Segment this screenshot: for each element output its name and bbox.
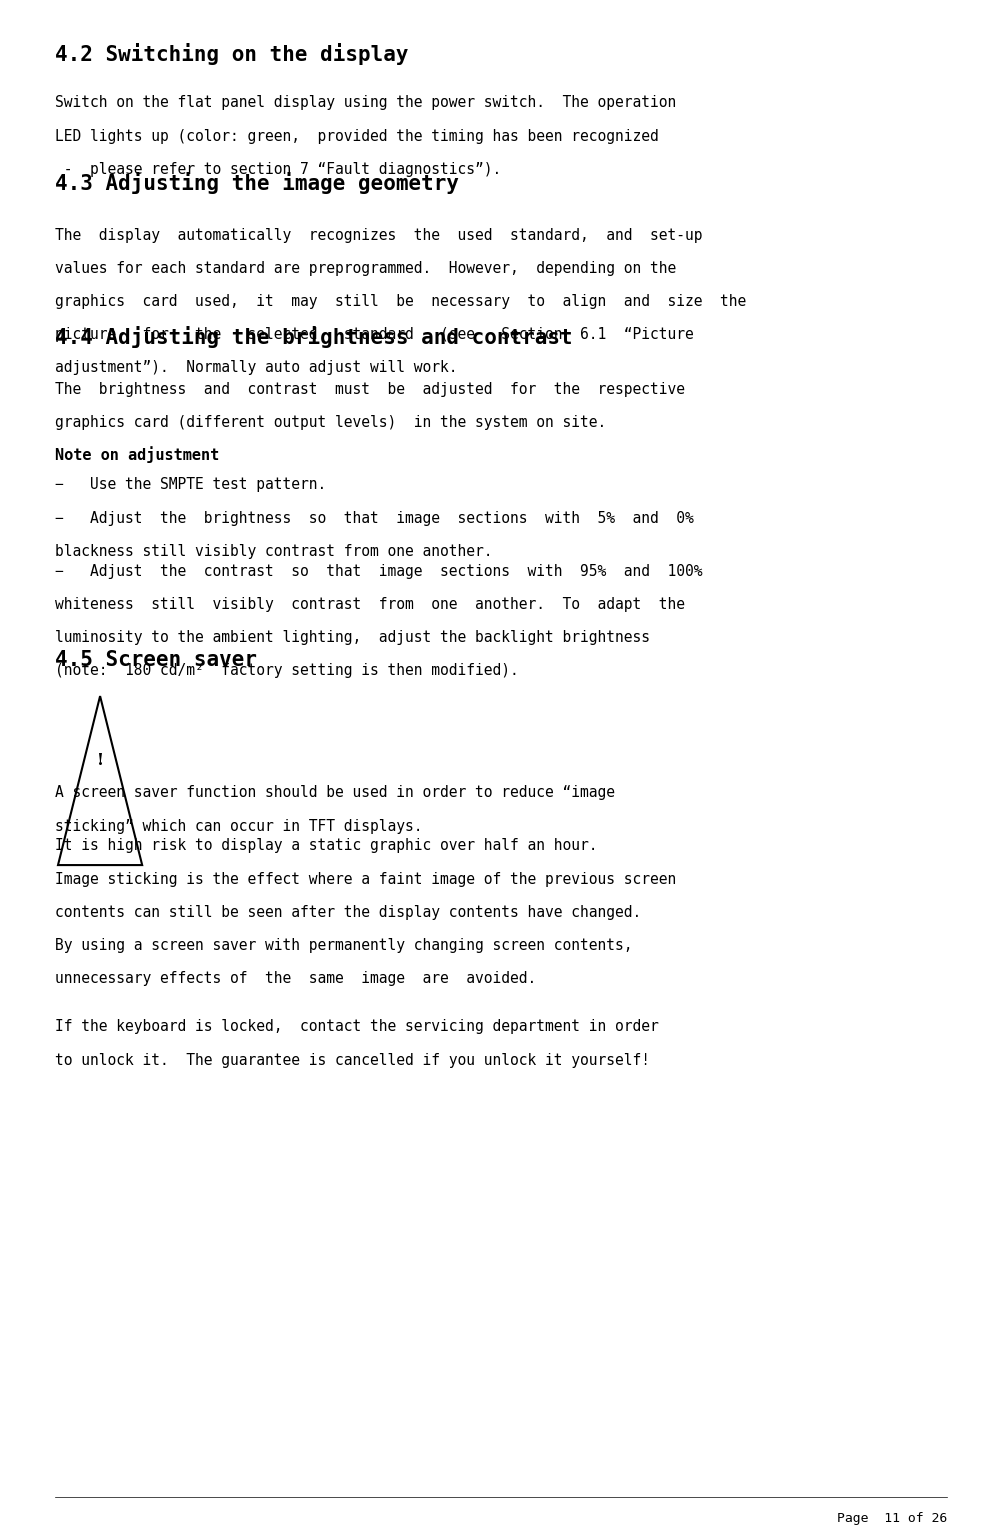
- Text: contents can still be seen after the display contents have changed.: contents can still be seen after the dis…: [55, 906, 641, 919]
- Text: sticking” which can occur in TFT displays.: sticking” which can occur in TFT display…: [55, 819, 423, 833]
- Text: (note:  180 cd/m²  factory setting is then modified).: (note: 180 cd/m² factory setting is then…: [55, 664, 519, 678]
- Text: −   Adjust  the  contrast  so  that  image  sections  with  95%  and  100%: − Adjust the contrast so that image sect…: [55, 564, 702, 579]
- Text: It is high risk to display a static graphic over half an hour.: It is high risk to display a static grap…: [55, 838, 597, 853]
- Text: Switch on the flat panel display using the power switch.  The operation: Switch on the flat panel display using t…: [55, 95, 676, 111]
- Text: graphics card (different output levels)  in the system on site.: graphics card (different output levels) …: [55, 416, 606, 430]
- Text: A screen saver function should be used in order to reduce “image: A screen saver function should be used i…: [55, 785, 615, 801]
- Text: 4.3 Adjusting the image geometry: 4.3 Adjusting the image geometry: [55, 172, 459, 194]
- Text: whiteness  still  visibly  contrast  from  one  another.  To  adapt  the: whiteness still visibly contrast from on…: [55, 598, 685, 611]
- Text: By using a screen saver with permanently changing screen contents,: By using a screen saver with permanently…: [55, 938, 632, 953]
- Text: to unlock it.  The guarantee is cancelled if you unlock it yourself!: to unlock it. The guarantee is cancelled…: [55, 1053, 650, 1067]
- Text: −   Use the SMPTE test pattern.: − Use the SMPTE test pattern.: [55, 477, 327, 493]
- Text: Page  11 of 26: Page 11 of 26: [837, 1512, 947, 1525]
- Text: LED lights up (color: green,  provided the timing has been recognized: LED lights up (color: green, provided th…: [55, 129, 658, 143]
- Text: luminosity to the ambient lighting,  adjust the backlight brightness: luminosity to the ambient lighting, adju…: [55, 630, 650, 645]
- Text: Note on adjustment: Note on adjustment: [55, 447, 219, 464]
- Text: −   Adjust  the  brightness  so  that  image  sections  with  5%  and  0%: − Adjust the brightness so that image se…: [55, 511, 693, 527]
- Text: The  display  automatically  recognizes  the  used  standard,  and  set-up: The display automatically recognizes the…: [55, 228, 702, 243]
- Text: blackness still visibly contrast from one another.: blackness still visibly contrast from on…: [55, 545, 493, 559]
- Text: adjustment”).  Normally auto adjust will work.: adjustment”). Normally auto adjust will …: [55, 360, 458, 376]
- Text: picture   for   the   selected   standard   (see   Section  6.1  “Picture: picture for the selected standard (see S…: [55, 328, 693, 342]
- Text: graphics  card  used,  it  may  still  be  necessary  to  align  and  size  the: graphics card used, it may still be nece…: [55, 294, 746, 310]
- Text: 4.4 Adjusting the brightness and contrast: 4.4 Adjusting the brightness and contras…: [55, 326, 572, 348]
- Text: !: !: [96, 752, 103, 768]
- Text: Image sticking is the effect where a faint image of the previous screen: Image sticking is the effect where a fai…: [55, 872, 676, 887]
- Text: 4.5 Screen saver: 4.5 Screen saver: [55, 650, 257, 670]
- Text: The  brightness  and  contrast  must  be  adjusted  for  the  respective: The brightness and contrast must be adju…: [55, 382, 685, 397]
- Text: 4.2 Switching on the display: 4.2 Switching on the display: [55, 43, 409, 65]
- Text: values for each standard are preprogrammed.  However,  depending on the: values for each standard are preprogramm…: [55, 262, 676, 276]
- Text: If the keyboard is locked,  contact the servicing department in order: If the keyboard is locked, contact the s…: [55, 1019, 658, 1035]
- Text: unnecessary effects of  the  same  image  are  avoided.: unnecessary effects of the same image ar…: [55, 972, 536, 986]
- Text: -  please refer to section 7 “Fault diagnostics”).: - please refer to section 7 “Fault diagn…: [55, 162, 501, 177]
